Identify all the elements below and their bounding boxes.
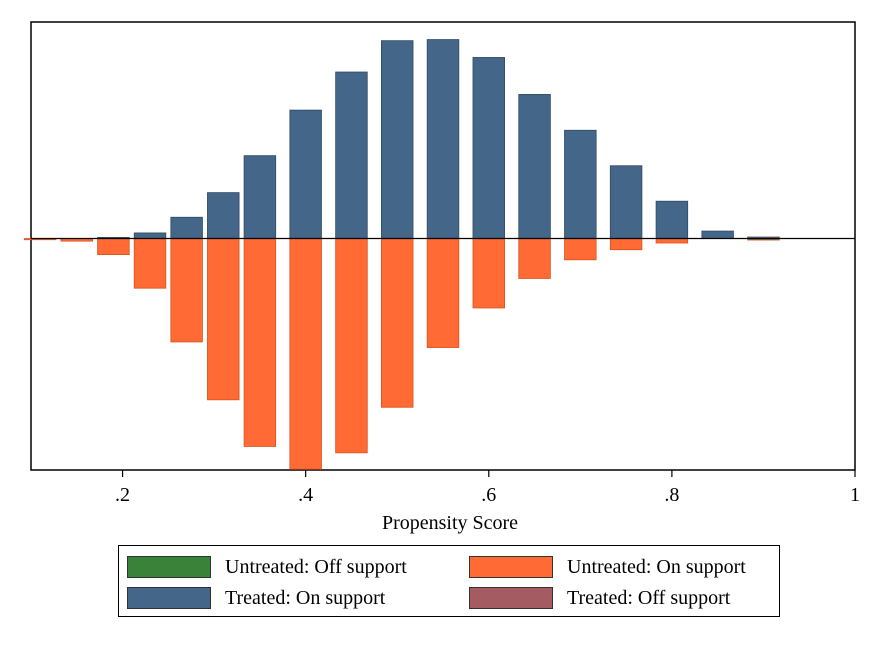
bar-untreated-on-support-4 (170, 238, 203, 343)
bar-untreated-on-support-15 (655, 238, 689, 244)
bar-untreated-on-support-5 (207, 238, 240, 401)
plot-area-frame (30, 21, 856, 471)
x-axis-ticks: .2 .4 .6 .8 1 (115, 470, 860, 506)
bar-untreated-on-support-11 (472, 238, 505, 309)
bar-untreated-on-support-9 (381, 238, 414, 408)
legend-swatch-untreated-off-support (127, 556, 211, 578)
legend-label-treated-off-support: Treated: Off support (567, 586, 731, 609)
bar-untreated-on-support-6 (243, 238, 277, 447)
bar-treated-on-support-4 (207, 192, 240, 239)
x-axis-title: Propensity Score (382, 512, 518, 534)
legend-item-treated-on-support: Treated: On support (127, 585, 385, 611)
chart: .2 .4 .6 .8 1 Propensity Score (23, 21, 860, 534)
legend-label-treated-on-support: Treated: On support (225, 586, 386, 609)
bar-treated-on-support-10 (472, 57, 505, 239)
bar-treated-on-support-12 (564, 129, 597, 239)
bar-untreated-on-support-12 (518, 238, 551, 279)
legend-label-untreated-off-support: Untreated: Off support (225, 555, 407, 578)
bar-treated-on-support-7 (335, 71, 368, 239)
bar-untreated-on-support-10 (426, 238, 460, 348)
bars-group (23, 39, 780, 470)
legend-swatch-treated-on-support (127, 587, 211, 609)
legend-swatch-treated-off-support (469, 587, 553, 609)
bar-treated-on-support-6 (289, 109, 322, 239)
bar-untreated-on-support-3 (133, 238, 167, 289)
bar-untreated-on-support-14 (609, 238, 643, 251)
bar-treated-on-support-11 (518, 94, 551, 239)
bar-untreated-on-support-8 (335, 238, 368, 454)
bar-untreated-on-support-7 (289, 238, 322, 470)
bar-treated-on-support-3 (170, 216, 203, 239)
bar-treated-on-support-9 (426, 39, 460, 239)
legend-item-untreated-on-support: Untreated: On support (469, 554, 746, 580)
x-tick-label-2: .6 (481, 484, 496, 506)
x-tick-label-0: .2 (115, 484, 130, 506)
x-tick-label-4: 1 (850, 484, 860, 506)
legend-item-untreated-off-support: Untreated: Off support (127, 554, 407, 580)
x-tick-label-3: .8 (664, 484, 679, 506)
x-tick-label-1: .4 (298, 484, 313, 506)
bar-untreated-on-support-2 (97, 238, 130, 255)
legend-item-treated-off-support: Treated: Off support (469, 585, 730, 611)
bar-treated-on-support-15 (701, 230, 734, 239)
bar-treated-on-support-2 (133, 232, 167, 239)
legend: Untreated: Off support Untreated: On sup… (118, 545, 780, 617)
bar-treated-on-support-8 (381, 40, 414, 239)
bar-treated-on-support-14 (655, 200, 689, 239)
legend-swatch-untreated-on-support (469, 556, 553, 578)
legend-label-untreated-on-support: Untreated: On support (567, 555, 746, 578)
bar-untreated-on-support-13 (564, 238, 597, 261)
bar-treated-on-support-5 (243, 155, 277, 239)
bar-treated-on-support-13 (609, 165, 643, 239)
